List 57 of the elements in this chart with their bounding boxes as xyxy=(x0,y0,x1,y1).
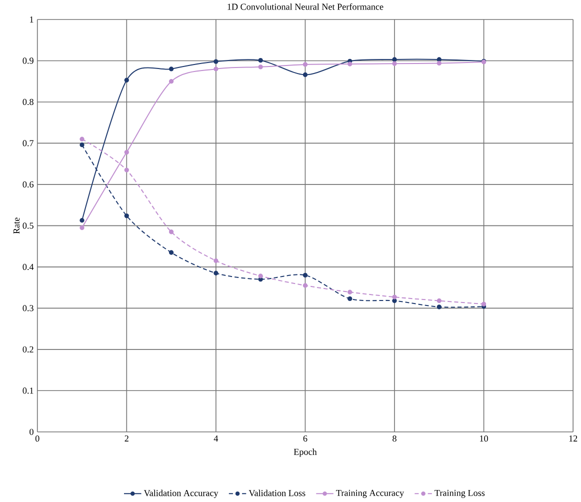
x-tick-label: 4 xyxy=(214,436,218,442)
point xyxy=(80,142,84,148)
y-axis-title: Rate xyxy=(13,218,20,234)
point xyxy=(124,168,129,173)
point xyxy=(481,302,486,307)
point xyxy=(168,66,174,72)
point xyxy=(436,61,442,66)
point xyxy=(302,283,308,288)
x-tick-label: 10 xyxy=(480,436,488,442)
point xyxy=(168,230,174,234)
x-tick-label: 8 xyxy=(392,436,396,442)
point xyxy=(392,294,397,300)
legend-label: Training Accuracy xyxy=(336,490,404,498)
x-tick-label: 12 xyxy=(569,436,578,442)
point xyxy=(436,298,442,304)
y-tick-label: 1 xyxy=(30,16,34,23)
y-tick-label: 0.1 xyxy=(22,388,34,394)
chart-title: 1D Convolutional Neural Net Performance xyxy=(228,4,384,10)
point xyxy=(214,59,218,64)
legend-label: Validation Accuracy xyxy=(144,490,218,498)
y-tick-label: 0 xyxy=(30,429,34,436)
point xyxy=(258,274,263,279)
y-tick-label: 0.8 xyxy=(22,99,34,106)
point xyxy=(302,62,308,67)
point xyxy=(258,58,263,63)
point xyxy=(168,250,174,256)
x-axis-title: Epoch xyxy=(294,448,317,457)
point xyxy=(214,270,218,276)
point xyxy=(168,79,174,84)
point xyxy=(124,78,129,83)
y-tick-label: 0.5 xyxy=(22,222,34,229)
y-tick-label: 0.4 xyxy=(22,264,34,270)
point xyxy=(348,296,352,302)
y-tick-label: 0.9 xyxy=(22,58,34,64)
point xyxy=(302,273,308,278)
y-tick-label: 0.3 xyxy=(22,305,34,312)
point xyxy=(80,136,84,142)
point xyxy=(348,290,352,295)
point xyxy=(214,258,218,264)
legend-label: Validation Loss xyxy=(248,490,306,496)
y-tick-label: 0.6 xyxy=(22,182,34,188)
point xyxy=(80,226,84,230)
point xyxy=(302,72,308,78)
x-tick-label: 0 xyxy=(35,436,40,442)
point xyxy=(80,218,84,223)
x-tick-label: 6 xyxy=(303,436,308,442)
point xyxy=(258,64,263,70)
point xyxy=(348,62,352,67)
y-tick-label: 0.7 xyxy=(22,140,34,146)
legend-label: Training Loss xyxy=(434,490,485,498)
point xyxy=(392,61,397,66)
x-tick-label: 2 xyxy=(124,436,128,442)
point xyxy=(436,304,442,310)
y-tick-label: 0.2 xyxy=(22,346,34,353)
point xyxy=(124,150,129,155)
point xyxy=(124,214,129,218)
point xyxy=(214,66,218,72)
